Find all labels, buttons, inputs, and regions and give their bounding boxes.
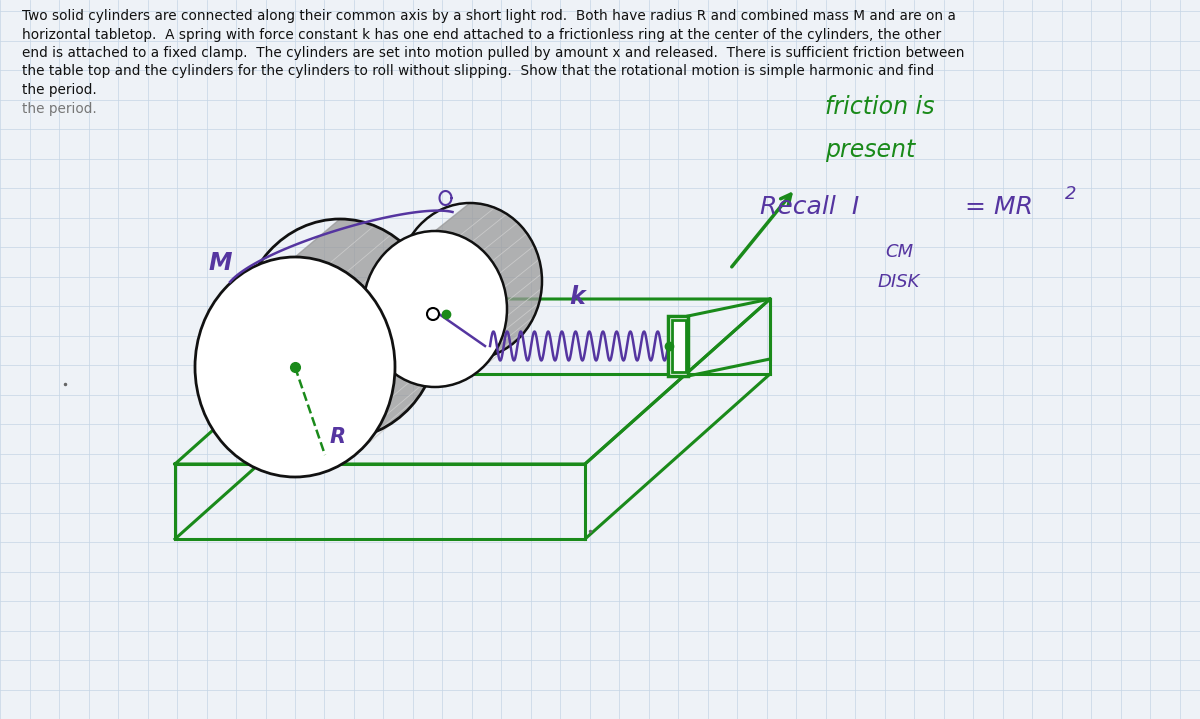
Bar xyxy=(672,320,686,372)
Polygon shape xyxy=(295,219,440,477)
Ellipse shape xyxy=(427,308,439,320)
Polygon shape xyxy=(434,203,542,387)
Text: 2: 2 xyxy=(1064,185,1076,203)
Text: M: M xyxy=(208,251,232,275)
Text: k: k xyxy=(569,285,584,309)
Text: CM: CM xyxy=(884,243,913,261)
Text: Recall  I: Recall I xyxy=(760,195,859,219)
Text: DISK: DISK xyxy=(878,273,920,291)
Text: the table top and the cylinders for the cylinders to roll without slipping.  Sho: the table top and the cylinders for the … xyxy=(22,65,934,78)
Ellipse shape xyxy=(362,231,508,387)
Text: the period.: the period. xyxy=(22,103,97,116)
Text: the period.: the period. xyxy=(22,83,97,97)
Text: friction is: friction is xyxy=(824,95,935,119)
Text: present: present xyxy=(824,138,916,162)
Text: end is attached to a fixed clamp.  The cylinders are set into motion pulled by a: end is attached to a fixed clamp. The cy… xyxy=(22,46,965,60)
Text: Two solid cylinders are connected along their common axis by a short light rod. : Two solid cylinders are connected along … xyxy=(22,9,956,23)
Text: horizontal tabletop.  A spring with force constant k has one end attached to a f: horizontal tabletop. A spring with force… xyxy=(22,27,941,42)
Text: R: R xyxy=(330,427,346,447)
Text: = MR: = MR xyxy=(965,195,1033,219)
Bar xyxy=(668,316,688,376)
Ellipse shape xyxy=(196,257,395,477)
